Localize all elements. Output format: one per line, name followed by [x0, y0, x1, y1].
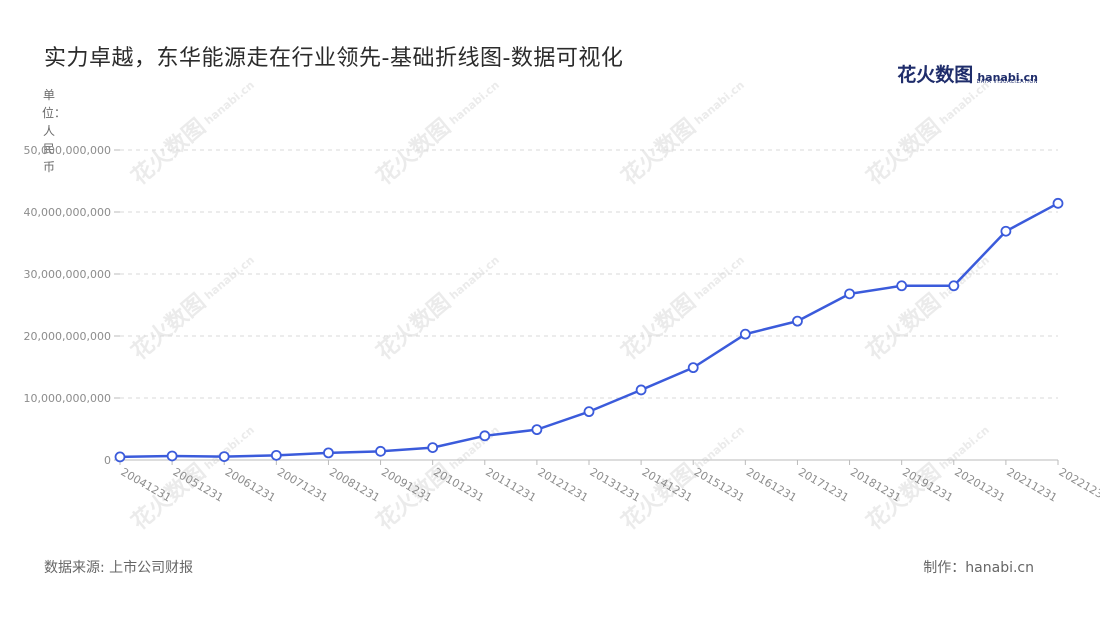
data-point	[218, 451, 230, 462]
watermark-en: hanabi.cn	[447, 78, 502, 127]
watermark-cn: 花火数图	[617, 289, 701, 365]
watermark-cn: 花火数图	[127, 114, 211, 190]
watermark-cn: 花火数图	[372, 289, 456, 365]
data-point	[166, 450, 178, 462]
x-tick-label: 20121231	[535, 465, 590, 504]
watermark-cn: 花火数图	[372, 114, 456, 190]
x-tick-label: 20061231	[223, 465, 278, 504]
watermark-layer: 花火数图hanabi.cn花火数图hanabi.cn花火数图hanabi.cn花…	[127, 78, 992, 535]
watermark-cn: 花火数图	[862, 114, 946, 190]
x-tick-label: 20211231	[1004, 465, 1059, 504]
data-point	[323, 447, 334, 459]
x-tick-label: 20071231	[275, 465, 330, 504]
data-point	[844, 288, 855, 300]
data-point	[270, 449, 282, 461]
x-tick-label: 20081231	[327, 465, 382, 504]
watermark-en: hanabi.cn	[937, 253, 992, 302]
watermark-en: hanabi.cn	[692, 253, 747, 302]
watermark-en: hanabi.cn	[937, 78, 992, 127]
data-point	[687, 362, 699, 374]
watermark-en: hanabi.cn	[447, 423, 502, 472]
x-tick-label: 20131231	[588, 465, 643, 504]
x-tick-label: 20111231	[483, 465, 538, 504]
data-point	[1000, 225, 1012, 237]
x-tick-label: 20171231	[796, 465, 851, 504]
x-tick-label: 20181231	[848, 465, 903, 504]
series-layer	[114, 197, 1064, 463]
data-point	[739, 328, 751, 340]
logo-subtitle: DATA VISUALIZATION	[976, 79, 1038, 85]
watermark-en: hanabi.cn	[202, 78, 257, 127]
watermark-en: hanabi.cn	[202, 253, 257, 302]
y-tick-label: 50,000,000,000	[24, 144, 111, 157]
watermark-cn: 花火数图	[862, 289, 946, 365]
watermark-en: hanabi.cn	[937, 423, 992, 472]
data-source-note: 数据来源: 上市公司财报	[44, 560, 194, 576]
watermark-cn: 花火数图	[127, 289, 211, 365]
chart-title: 实力卓越，东华能源走在行业领先-基础折线图-数据可视化	[44, 46, 624, 71]
logo-text-en: hanabi.cn	[977, 71, 1038, 84]
data-point	[427, 442, 439, 454]
grid-lines	[120, 149, 1058, 399]
data-point	[531, 424, 543, 436]
brand-logo: 花火数图 hanabi.cn DATA VISUALIZATION	[897, 60, 1038, 87]
watermark-en: hanabi.cn	[447, 253, 502, 302]
y-tick-label: 40,000,000,000	[24, 206, 111, 219]
x-tick-label: 20221231	[1057, 465, 1100, 504]
data-point	[1052, 197, 1064, 209]
watermark-en: hanabi.cn	[692, 78, 747, 127]
y-tick-label: 10,000,000,000	[24, 392, 111, 405]
watermark-en: hanabi.cn	[692, 423, 747, 472]
logo-text-cn: 花火数图	[897, 64, 974, 86]
data-point	[635, 384, 647, 396]
y-tick-label: 30,000,000,000	[24, 268, 111, 281]
data-point	[114, 451, 126, 463]
data-point	[479, 430, 491, 442]
y-tick-label: 20,000,000,000	[24, 330, 111, 343]
x-tick-label: 20151231	[692, 465, 747, 504]
x-axis: 2004123120051231200612312007123120081231…	[119, 459, 1100, 505]
data-point	[896, 280, 908, 292]
x-tick-label: 20201231	[952, 465, 1007, 504]
y-axis-ticks: 0 10,000,000,000 20,000,000,000 30,000,000,…	[24, 144, 120, 467]
data-point	[375, 445, 386, 457]
watermark-cn: 花火数图	[617, 114, 701, 190]
y-tick-label: 0	[104, 454, 111, 467]
data-point	[948, 280, 960, 292]
x-tick-label: 20161231	[744, 465, 799, 504]
credit-note: 制作：hanabi.cn	[923, 560, 1034, 576]
data-point	[792, 315, 803, 327]
data-point	[583, 406, 595, 418]
